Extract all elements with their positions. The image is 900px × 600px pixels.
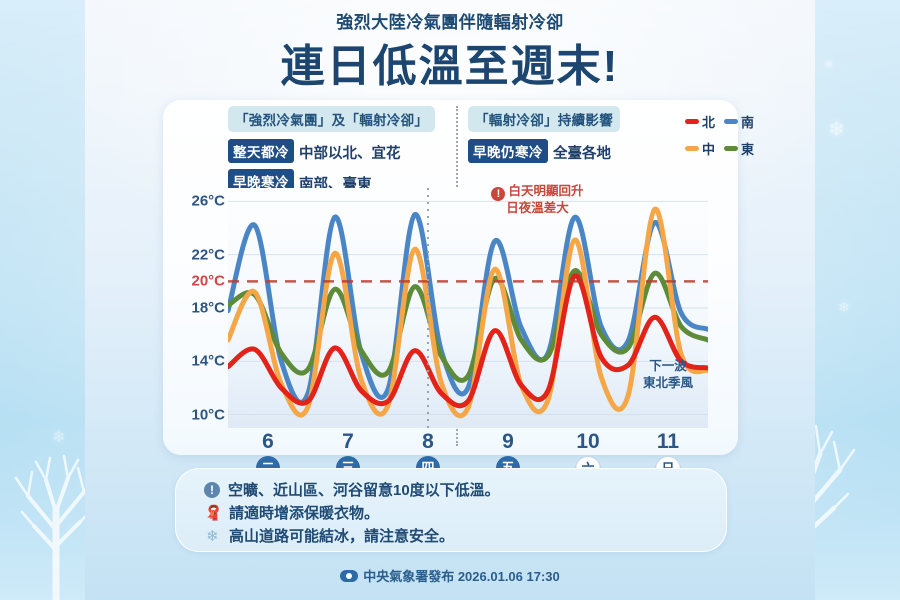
page-title: 連日低溫至週末! [280,42,620,91]
info-right-row-0: 早晚仍寒冷 全臺各地 [468,139,683,163]
legend-swatch-north [685,119,699,124]
series-line-北 [228,273,708,409]
legend-row-2: 中 東 [685,139,754,158]
note-text-0: 空曠、近山區、河谷留意10度以下低溫。 [228,482,500,499]
note-1: 🧣 請適時增添保暖衣物。 [204,502,379,523]
note-0: ! 空曠、近山區、河谷留意10度以下低溫。 [204,479,500,500]
cwa-logo-icon [340,570,359,582]
y-axis-label-22: 22°C [191,246,225,264]
day-number-6: 6 [262,430,274,453]
y-axis-labels: 26°C 22°C 20°C 18°C 14°C 10°C [165,188,225,428]
y-axis-label-20: 20°C [191,272,225,290]
annotation-next-wave: 下一波 東北季風 [628,358,708,392]
day-number-7: 7 [342,430,354,453]
annotation-nextwave-line2: 東北季風 [642,375,693,390]
legend-label-south: 南 [741,115,755,130]
annotation-daytime-line2: 日夜溫差大 [506,201,569,215]
legend-label-east: 東 [741,142,755,157]
series-line-東 [228,268,708,383]
info-column-left: 「強烈冷氣團」及「輻射冷卻」 整天都冷 中部以北、宜花 早晚寒冷 南部、臺東 [228,106,453,194]
snowflake-icon: ❄ [206,527,219,545]
info-right-headline: 「輻射冷卻」持續影響 [468,106,620,132]
info-left-row-0: 整天都冷 中部以北、宜花 [228,139,453,163]
advisory-notes-card: ! 空曠、近山區、河谷留意10度以下低溫。 🧣 請適時增添保暖衣物。 ❄ 高山道… [175,468,727,552]
y-axis-label-18: 18°C [191,299,225,317]
info-strip: 「強烈冷氣團」及「輻射冷卻」 整天都冷 中部以北、宜花 早晚寒冷 南部、臺東 「輻射… [163,100,754,446]
legend-item-east: 東 [724,139,754,158]
legend-swatch-east [724,146,739,151]
footer-text: 中央氣象署發布 2026.01.06 17:30 [363,569,560,584]
note-text-2: 高山道路可能結冰，請注意安全。 [229,528,455,545]
chart-svg [228,188,708,428]
info-left-text-0: 中部以北、宜花 [299,146,401,163]
legend-row-1: 北 南 [685,112,754,131]
info-left-headline: 「強烈冷氣團」及「輻射冷卻」 [228,106,436,132]
legend-item-north: 北 [685,112,715,131]
legend-item-south: 南 [724,112,754,131]
forecast-card: 「強烈冷氣團」及「輻射冷卻」 整天都冷 中部以北、宜花 早晚寒冷 南部、臺東 「輻射… [163,100,754,482]
legend-item-central: 中 [685,139,715,158]
chart-legend: 北 南 中 東 [685,112,754,166]
chart-plot-area [228,188,708,428]
winter-hat-icon: 🧣 [204,504,223,522]
annotation-daytime-line1: 白天明顯回升 [508,184,584,198]
legend-label-central: 中 [702,142,716,157]
day-number-10: 10 [576,430,600,453]
day-number-9: 9 [502,430,514,453]
legend-label-north: 北 [702,115,716,130]
footer: 中央氣象署發布 2026.01.06 17:30 [85,566,815,585]
legend-swatch-south [724,119,739,124]
annotation-daytime-rise: ! 白天明顯回升 日夜溫差大 [475,184,600,217]
series-line-南 [228,212,708,405]
info-left-tag-0: 整天都冷 [228,139,294,163]
temperature-chart: 26°C 22°C 20°C 18°C 14°C 10°C ! 白天明顯回升 日夜溫差大 下… [191,184,718,482]
y-axis-label-26: 26°C [191,192,225,210]
info-column-right: 「輻射冷卻」持續影響 早晚仍寒冷 全臺各地 [468,106,683,163]
y-axis-label-10: 10°C [191,406,225,424]
bare-tree-icon [14,454,98,600]
y-axis-label-14: 14°C [191,352,225,370]
note-2: ❄ 高山道路可能結冰，請注意安全。 [204,525,454,546]
info-right-tag-0: 早晚仍寒冷 [468,139,548,163]
legend-swatch-central [685,146,699,151]
annotation-nextwave-line1: 下一波 [649,359,687,373]
day-number-11: 11 [656,430,680,453]
exclamation-icon: ! [491,187,506,201]
info-right-text-0: 全臺各地 [553,146,611,163]
note-text-1: 請適時增添保暖衣物。 [229,505,380,522]
day-number-8: 8 [422,430,434,453]
exclamation-icon: ! [204,481,220,498]
poster-panel: 強烈大陸冷氣團伴隨輻射冷卻 連日低溫至週末! 「強烈冷氣團」及「輻射冷卻」 整天… [85,0,815,600]
page-subtitle: 強烈大陸冷氣團伴隨輻射冷卻 [336,13,564,32]
